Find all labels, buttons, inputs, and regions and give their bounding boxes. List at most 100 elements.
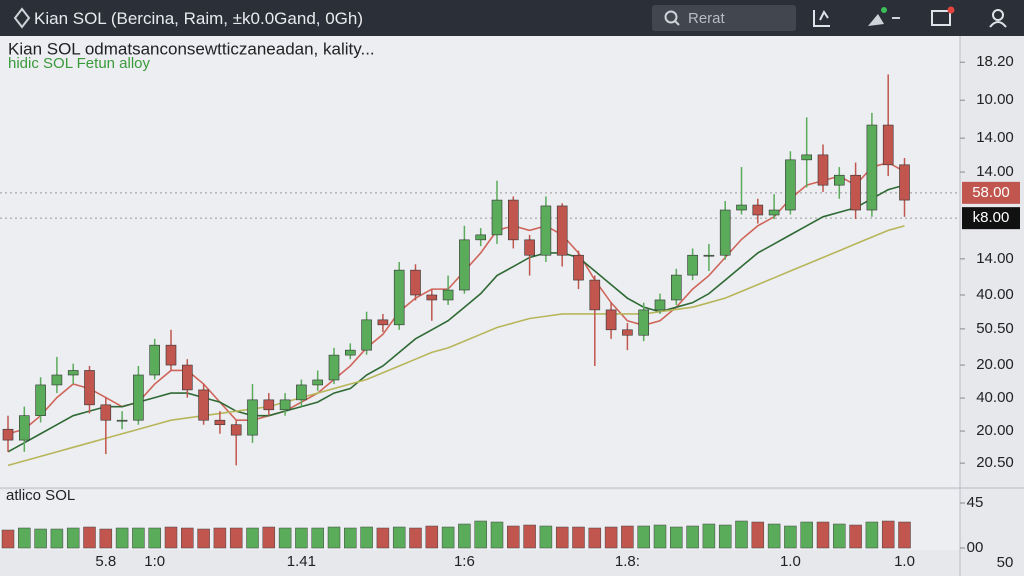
x-tick-label: 1.8: xyxy=(615,553,640,570)
volume-bar xyxy=(327,526,341,549)
volume-bar xyxy=(441,526,455,549)
volume-bar xyxy=(229,527,243,549)
volume-bar xyxy=(83,526,96,549)
moving-average xyxy=(7,225,905,467)
volume-bar xyxy=(213,527,227,549)
moving-average xyxy=(7,184,905,453)
candle-body xyxy=(263,399,275,411)
price-tag-label: k8.00 xyxy=(973,209,1010,226)
candle-body xyxy=(182,364,193,391)
x-tick-label: 1.0 xyxy=(894,553,915,570)
volume-bar xyxy=(262,526,276,549)
screen-button[interactable] xyxy=(931,6,955,26)
volume-bar xyxy=(881,520,895,549)
volume-bar xyxy=(539,525,553,549)
price-pane xyxy=(0,36,960,488)
candle-body xyxy=(279,399,291,411)
volume-bar xyxy=(816,521,830,549)
candle-body xyxy=(198,389,209,421)
volume-bar xyxy=(392,526,406,549)
candle-body xyxy=(850,174,861,211)
x-tick-label: 1:0 xyxy=(144,553,165,570)
x-tick-label: 1.41 xyxy=(287,553,316,570)
candle-body xyxy=(785,159,796,211)
y-tick-label: 40.00 xyxy=(976,389,1014,406)
y-tick-label: 10.00 xyxy=(976,91,1014,108)
candle-body xyxy=(638,309,650,336)
candle-body xyxy=(426,294,438,301)
y-tick-label: 14.00 xyxy=(976,163,1014,180)
candle-body xyxy=(752,204,764,216)
candle-body xyxy=(51,374,63,386)
volume-bar xyxy=(898,521,911,549)
y-tick-label: 50.50 xyxy=(976,320,1014,337)
y-tick-label: 20.50 xyxy=(976,454,1014,471)
candle-body xyxy=(133,374,144,421)
x-tick-label: 5.8 xyxy=(95,553,116,570)
search-box[interactable]: Rerat xyxy=(652,5,796,31)
volume-bar xyxy=(148,527,161,549)
candle-body xyxy=(165,344,177,366)
volume-bar xyxy=(849,524,862,549)
candle-body xyxy=(605,309,617,331)
volume-bar xyxy=(115,527,129,549)
chart: Kian SOL odmatsanconsewtticzaneadan, kal… xyxy=(0,36,1024,576)
volume-bar xyxy=(197,528,210,549)
candle-body xyxy=(459,239,470,291)
candle-body xyxy=(2,428,14,441)
candle-body xyxy=(524,239,535,256)
volume-bar xyxy=(34,528,47,549)
price-tag xyxy=(962,207,1020,230)
y-tick-label: 18.20 xyxy=(976,53,1014,70)
profile-button[interactable] xyxy=(989,9,1007,28)
candle-body xyxy=(214,419,226,426)
search-icon xyxy=(664,10,680,26)
volume-bar xyxy=(637,525,650,549)
volume-bar xyxy=(50,528,64,549)
volume-bar xyxy=(474,520,487,549)
y-tick-label: 40.00 xyxy=(976,286,1014,303)
axis-corner-label: 50 xyxy=(997,554,1014,571)
volume-tick-label: 45 xyxy=(967,494,984,511)
candle-body xyxy=(100,404,112,421)
candle-body xyxy=(622,329,633,336)
candle-body xyxy=(116,419,128,422)
y-tick-label: 20.00 xyxy=(976,422,1014,439)
volume-bar xyxy=(425,525,439,549)
candle-body xyxy=(377,319,389,326)
candle-body xyxy=(475,234,487,241)
candle-body xyxy=(768,209,780,216)
chart-type-button[interactable] xyxy=(813,10,830,27)
candle-body xyxy=(328,354,340,381)
y-tick-label: 20.00 xyxy=(976,356,1014,373)
volume-bar xyxy=(865,521,879,549)
candle-body xyxy=(573,254,584,281)
candle-body xyxy=(556,205,568,256)
y-tick-label: 14.00 xyxy=(976,250,1014,267)
volume-bar xyxy=(278,527,292,549)
candle-body xyxy=(312,379,324,386)
volume-bar xyxy=(784,525,797,549)
volume-bar xyxy=(376,527,390,549)
candle-body xyxy=(736,204,747,211)
candle-body xyxy=(817,154,829,186)
candle-body xyxy=(899,164,910,201)
candle-body xyxy=(654,299,666,311)
chart-subtitle: hidic SOL Fetun alloy xyxy=(8,55,151,72)
toolbar-icons xyxy=(813,6,1007,28)
chart-title: Kian SOL odmatsanconsewtticzaneadan, kal… xyxy=(8,39,375,58)
candle-body xyxy=(491,199,503,236)
top-bar: Kian SOL (Bercina, Raim, ±k0.0Gand, 0Gh)… xyxy=(0,0,1024,36)
candle-body xyxy=(703,254,715,257)
volume-bar xyxy=(555,526,569,549)
symbol-title: Kian SOL (Bercina, Raim, ±k0.0Gand, 0Gh) xyxy=(34,9,364,28)
logo-icon xyxy=(13,7,31,29)
candle-body xyxy=(393,269,405,326)
candle-body xyxy=(361,319,372,351)
volume-bar xyxy=(18,527,31,549)
volume-bar xyxy=(588,527,602,549)
alerts-button[interactable] xyxy=(868,7,900,26)
candle-body xyxy=(344,349,356,356)
candle-body xyxy=(35,384,46,416)
candle-body xyxy=(230,424,242,436)
